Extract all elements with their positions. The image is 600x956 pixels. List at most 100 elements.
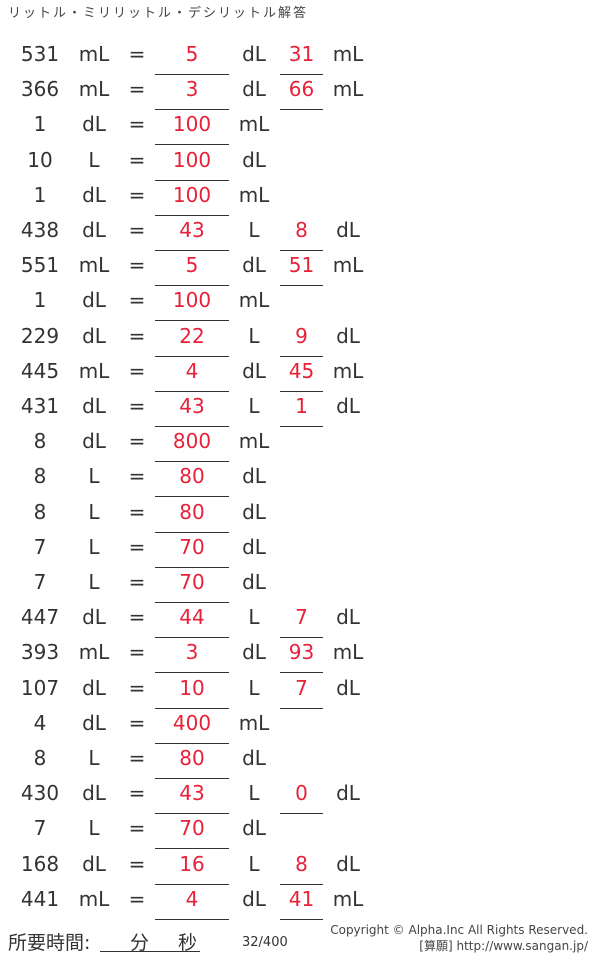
quantity-unit: dL [82,288,106,313]
page-title: リットル・ミリリットル・デシリットル解答 [8,6,309,21]
answer-1: 43 [155,392,229,427]
quantity-unit: mL [78,42,110,66]
answer-2: 45 [280,357,323,392]
equals-sign: = [128,147,146,172]
answer-1: 44 [155,603,229,639]
quantity: 1 [33,288,47,313]
equals-sign: = [128,816,146,841]
answer-1-unit: L [248,851,260,876]
copyright: Copyright © Alpha.Inc All Rights Reserve… [330,923,588,937]
quantity-unit: mL [78,640,110,665]
quantity: 168 [20,851,60,876]
answer-1: 800 [155,427,229,463]
answer-1: 100 [155,181,229,216]
equals-sign: = [128,77,146,102]
answer-1: 4 [155,357,229,392]
answer-2-unit: dL [336,851,360,876]
problem-row: 447 dL = 44 L 7 dL [0,603,400,639]
answer-2-unit: mL [332,42,364,66]
answer-1: 70 [155,568,229,603]
quantity: 8 [33,464,47,489]
answer-1-unit: dL [242,816,266,841]
problem-row: 393 mL = 3 dL 93 mL [0,638,400,674]
equals-sign: = [128,253,146,278]
problem-row: 7 L = 70 dL [0,533,400,568]
quantity-unit: L [88,746,100,770]
quantity: 438 [20,218,60,242]
problem-row: 8 L = 80 dL [0,498,400,533]
problem-row: 4 dL = 400 mL [0,709,400,744]
equals-sign: = [128,323,146,348]
answer-1-unit: dL [242,147,266,172]
site-link[interactable]: [算願] http://www.sangan.jp/ [419,939,588,953]
answer-1: 70 [155,814,229,850]
problem-row: 431 dL = 43 L 1 dL [0,392,400,427]
answer-1-unit: dL [242,640,266,665]
equals-sign: = [128,570,146,594]
answer-1-unit: L [248,218,260,242]
answer-1: 100 [155,146,229,181]
equals-sign: = [128,42,146,66]
problem-row: 1 dL = 100 mL [0,110,400,146]
answer-1: 3 [155,638,229,674]
answer-2-unit: mL [332,358,364,383]
quantity: 7 [33,570,47,594]
quantity: 431 [20,394,60,418]
answer-1: 43 [155,779,229,815]
answer-1-unit: mL [238,288,270,313]
answer-2: 7 [280,674,323,709]
answer-1: 70 [155,533,229,568]
quantity-unit: dL [82,851,106,876]
problem-row: 551 mL = 5 dL 51 mL [0,251,400,287]
quantity-unit: mL [78,886,110,911]
quantity-unit: L [88,816,100,841]
answer-1-unit: L [248,323,260,348]
answer-1: 3 [155,75,229,111]
quantity-unit: dL [82,182,106,207]
answer-1: 80 [155,462,229,498]
answer-2: 0 [280,779,323,815]
problem-row: 438 dL = 43 L 8 dL [0,216,400,251]
quantity-unit: L [88,464,100,489]
answer-1-unit: L [248,781,260,806]
answer-1: 80 [155,744,229,779]
quantity: 7 [33,534,47,559]
answer-1: 10 [155,674,229,709]
quantity: 229 [20,323,60,348]
answer-1-unit: dL [242,42,266,66]
problem-row: 8 L = 80 dL [0,462,400,498]
copyright-block: Copyright © Alpha.Inc All Rights Reserve… [330,922,588,954]
equals-sign: = [128,182,146,207]
equals-sign: = [128,534,146,559]
answer-1-unit: L [248,394,260,418]
equals-sign: = [128,429,146,454]
equals-sign: = [128,499,146,524]
equals-sign: = [128,746,146,770]
answer-2: 93 [280,638,323,674]
answer-1-unit: mL [238,429,270,454]
quantity-unit: dL [82,781,106,806]
problem-row: 229 dL = 22 L 9 dL [0,322,400,357]
quantity: 107 [20,675,60,700]
problem-row: 8 dL = 800 mL [0,427,400,463]
problem-row: 10 L = 100 dL [0,146,400,181]
quantity-unit: L [88,499,100,524]
answer-2-unit: dL [336,605,360,630]
answer-1-unit: dL [242,499,266,524]
answer-2-unit: dL [336,218,360,242]
answer-1: 43 [155,216,229,251]
quantity: 447 [20,605,60,630]
answer-2: 7 [280,603,323,639]
answer-1-unit: dL [242,358,266,383]
answer-1: 400 [155,709,229,744]
quantity-unit: dL [82,394,106,418]
page-number: 32/400 [242,935,288,950]
answer-1-unit: mL [238,112,270,137]
quantity-unit: mL [78,358,110,383]
answer-1-unit: dL [242,534,266,559]
problem-row: 366 mL = 3 dL 66 mL [0,75,400,111]
quantity-unit: mL [78,77,110,102]
equals-sign: = [128,605,146,630]
equals-sign: = [128,112,146,137]
